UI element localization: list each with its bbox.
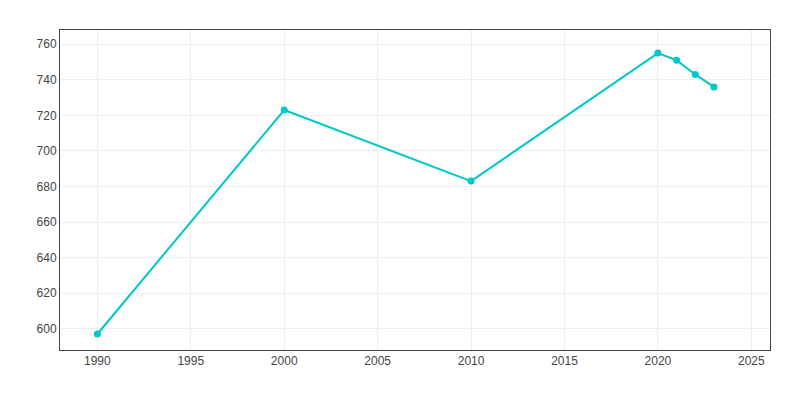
- svg-text:2010: 2010: [458, 354, 485, 368]
- svg-text:620: 620: [37, 286, 57, 300]
- svg-text:2025: 2025: [738, 354, 765, 368]
- svg-text:660: 660: [37, 215, 57, 229]
- svg-text:680: 680: [37, 180, 57, 194]
- svg-text:760: 760: [37, 37, 57, 51]
- svg-text:720: 720: [37, 109, 57, 123]
- svg-text:2000: 2000: [271, 354, 298, 368]
- svg-text:1990: 1990: [84, 354, 111, 368]
- svg-text:640: 640: [37, 251, 57, 265]
- svg-text:2020: 2020: [645, 354, 672, 368]
- svg-text:600: 600: [37, 322, 57, 336]
- svg-text:700: 700: [37, 144, 57, 158]
- svg-text:2005: 2005: [364, 354, 391, 368]
- svg-text:2015: 2015: [551, 354, 578, 368]
- svg-text:740: 740: [37, 73, 57, 87]
- svg-text:1995: 1995: [177, 354, 204, 368]
